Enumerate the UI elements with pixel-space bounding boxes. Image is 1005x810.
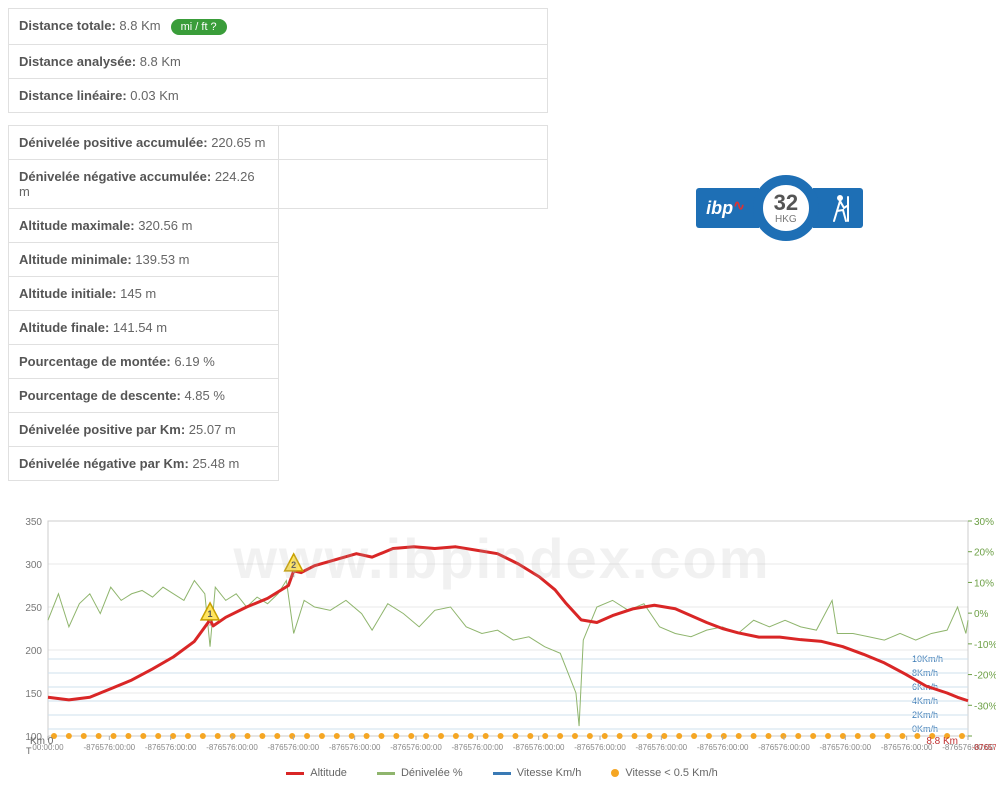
svg-text:-10%: -10% <box>974 640 996 651</box>
svg-text:20%: 20% <box>974 548 994 559</box>
svg-text:T: T <box>26 746 32 756</box>
stat-row: Distance linéaire: 0.03 Km <box>9 79 548 113</box>
svg-text:300: 300 <box>25 560 42 571</box>
stat-value: 8.8 Km <box>119 18 160 33</box>
svg-text:2: 2 <box>291 560 296 570</box>
ibp-badge[interactable]: ibp∿ 32 HKG <box>696 188 863 228</box>
stat-row: Altitude finale: 141.54 m <box>9 311 279 345</box>
svg-text:-876576:00:00: -876576:00:00 <box>268 743 320 752</box>
legend-item: Dénivelée % <box>377 767 463 779</box>
svg-text:200: 200 <box>25 646 42 657</box>
svg-text:-876576:00:00: -876576:00:00 <box>636 743 688 752</box>
stat-row: Dénivelée positive par Km: 25.07 m <box>9 413 279 447</box>
stat-value: 4.85 % <box>184 388 224 403</box>
ibp-logo: ibp∿ <box>696 188 759 228</box>
svg-text:-876576:00:00: -876576:00:00 <box>697 743 749 752</box>
stat-label: Pourcentage de montée: <box>19 354 174 369</box>
svg-text:0%: 0% <box>974 609 989 620</box>
svg-text:-876576:00:00: -876576:00:00 <box>972 743 996 752</box>
stat-label: Pourcentage de descente: <box>19 388 184 403</box>
stat-label: Distance linéaire: <box>19 88 130 103</box>
stat-value: 220.65 m <box>211 135 265 150</box>
stat-row: Altitude minimale: 139.53 m <box>9 243 279 277</box>
stat-label: Altitude maximale: <box>19 218 138 233</box>
stat-value: 145 m <box>120 286 156 301</box>
stat-row: Pourcentage de montée: 6.19 % <box>9 345 279 379</box>
stat-label: Dénivelée négative accumulée: <box>19 169 215 184</box>
stat-value: 139.53 m <box>135 252 189 267</box>
svg-text:Km 0: Km 0 <box>30 736 54 747</box>
legend-item: Vitesse < 0.5 Km/h <box>611 767 717 779</box>
stat-label: Distance analysée: <box>19 54 140 69</box>
legend-item: Vitesse Km/h <box>493 767 582 779</box>
stat-row: Pourcentage de descente: 4.85 % <box>9 379 279 413</box>
svg-text:-876576:00:00: -876576:00:00 <box>574 743 626 752</box>
svg-text:-876576:00:00: -876576:00:00 <box>452 743 504 752</box>
stat-label: Altitude minimale: <box>19 252 135 267</box>
svg-text:1: 1 <box>208 609 213 619</box>
stat-row: Dénivelée positive accumulée: 220.65 m <box>9 126 279 160</box>
stat-value: 8.8 Km <box>140 54 181 69</box>
stat-value: 141.54 m <box>113 320 167 335</box>
stat-row: Distance analysée: 8.8 Km <box>9 45 548 79</box>
ibp-code: HKG <box>775 214 797 225</box>
stat-label: Distance totale: <box>19 18 119 33</box>
svg-text:250: 250 <box>25 603 42 614</box>
svg-text:-876576:00:00: -876576:00:00 <box>329 743 381 752</box>
stat-value: 0.03 Km <box>130 88 178 103</box>
svg-text:-20%: -20% <box>974 671 996 682</box>
stat-value: 25.07 m <box>189 422 236 437</box>
svg-text:-876576:00:00: -876576:00:00 <box>820 743 872 752</box>
svg-text:-876576:00:00: -876576:00:00 <box>145 743 197 752</box>
ibp-score-circle: 32 HKG <box>753 175 819 241</box>
stat-label: Dénivelée négative par Km: <box>19 456 192 471</box>
ibp-score: 32 <box>774 192 798 214</box>
stat-label: Dénivelée positive accumulée: <box>19 135 211 150</box>
stats-column: Distance totale: 8.8 Kmmi / ft ?Distance… <box>8 8 562 493</box>
stat-value: 6.19 % <box>174 354 214 369</box>
stats-table-elevation: Dénivelée positive accumulée: 220.65 mDé… <box>8 125 548 481</box>
stat-label: Altitude initiale: <box>19 286 120 301</box>
legend-item: Altitude <box>286 767 347 779</box>
stat-value: 25.48 m <box>192 456 239 471</box>
svg-text:-876576:00:00: -876576:00:00 <box>881 743 933 752</box>
stat-value: 320.56 m <box>138 218 192 233</box>
stat-label: Dénivelée positive par Km: <box>19 422 189 437</box>
svg-text:150: 150 <box>25 689 42 700</box>
svg-text:-876576:00:00: -876576:00:00 <box>758 743 810 752</box>
stat-row: Altitude maximale: 320.56 m <box>9 209 279 243</box>
stat-row: Dénivelée négative par Km: 25.48 m <box>9 447 279 481</box>
chart-legend: Altitude Dénivelée % Vitesse Km/h Vitesse <… <box>8 761 996 785</box>
elevation-chart: 10015020025030035030%20%10%0%-10%-20%-30… <box>8 501 996 785</box>
stat-row: Dénivelée négative accumulée: 224.26 m <box>9 160 279 209</box>
badge-column: ibp∿ 32 HKG <box>562 8 997 228</box>
svg-text:-876576:00:00: -876576:00:00 <box>390 743 442 752</box>
stats-table-distance: Distance totale: 8.8 Kmmi / ft ?Distance… <box>8 8 548 113</box>
svg-text:8.8 Km: 8.8 Km <box>926 736 958 747</box>
svg-text:10%: 10% <box>974 578 994 589</box>
unit-toggle-pill[interactable]: mi / ft ? <box>171 19 227 35</box>
stat-row: Distance totale: 8.8 Km mi / ft ? <box>9 9 548 45</box>
svg-text:350: 350 <box>25 517 42 528</box>
stat-label: Altitude finale: <box>19 320 113 335</box>
svg-text:-876576:00:00: -876576:00:00 <box>513 743 565 752</box>
stat-row: Altitude initiale: 145 m <box>9 277 279 311</box>
svg-text:-876576:00:00: -876576:00:00 <box>84 743 136 752</box>
svg-text:-30%: -30% <box>974 701 996 712</box>
svg-text:30%: 30% <box>974 517 994 528</box>
svg-text:-876576:00:00: -876576:00:00 <box>206 743 258 752</box>
hiker-icon <box>813 188 863 228</box>
